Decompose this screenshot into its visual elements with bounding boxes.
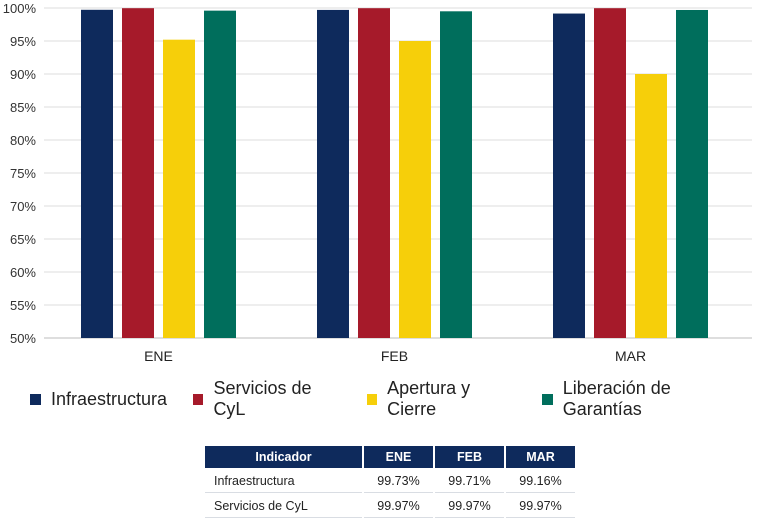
y-tick-label: 90% — [10, 67, 36, 82]
legend-swatch — [193, 393, 204, 405]
legend-swatch — [542, 393, 553, 405]
bar — [553, 13, 585, 338]
x-tick-label: ENE — [144, 348, 173, 364]
y-tick-label: 80% — [10, 133, 36, 148]
table-header: ENE — [364, 446, 433, 468]
legend-label: Infraestructura — [51, 388, 168, 409]
y-tick-label: 75% — [10, 166, 36, 181]
legend-swatch — [366, 393, 378, 405]
table-cell: 99.71% — [435, 469, 504, 493]
bar-chart: 50% 55% 60% 65% 70% 75% 80% 85% 90% 95% 100% ENE FEB… — [3, 1, 752, 364]
y-tick-label: 85% — [10, 100, 36, 115]
table-cell: Infraestructura — [205, 469, 362, 493]
bar — [399, 41, 431, 338]
bar — [358, 8, 390, 339]
table-header: FEB — [435, 446, 504, 468]
legend-label: Liberación de Garantías — [562, 378, 671, 419]
legend-label: Apertura y Cierre — [387, 378, 471, 419]
x-tick-label: FEB — [381, 348, 408, 364]
table-cell: Servicios de CyL — [205, 494, 362, 518]
y-tick-label: 50% — [10, 331, 36, 346]
table-cell: 99.97% — [435, 494, 504, 518]
legend-entry: Infraestructura — [30, 389, 167, 410]
table-row: Infraestructura 99.73% 99.71% 99.16% — [205, 469, 575, 493]
bar — [204, 10, 236, 338]
data-table: Indicador ENE FEB MAR Infraestructura 99… — [203, 445, 577, 519]
y-tick-label: 100% — [3, 1, 37, 16]
bar — [635, 74, 667, 338]
bar — [81, 9, 113, 338]
table-cell: 99.97% — [506, 494, 575, 518]
table-header: Indicador — [205, 446, 362, 468]
y-tick-label: 70% — [10, 199, 36, 214]
table-cell: 99.16% — [506, 469, 575, 493]
table-header: MAR — [506, 446, 575, 468]
legend-swatch — [30, 393, 41, 405]
bar — [676, 9, 708, 338]
table-row: Servicios de CyL 99.97% 99.97% 99.97% — [205, 494, 575, 518]
y-tick-label: 65% — [10, 232, 36, 247]
bar — [163, 39, 195, 339]
bar — [594, 8, 626, 339]
table-header-row: Indicador ENE FEB MAR — [205, 446, 575, 468]
x-tick-label: MAR — [615, 348, 646, 364]
legend-entry: Liberación de Garantías — [542, 378, 744, 420]
table-cell: 99.97% — [364, 494, 433, 518]
legend-entry: Apertura y Cierre — [366, 378, 517, 420]
y-tick-label: 60% — [10, 265, 36, 280]
bar — [440, 11, 472, 339]
legend-label: Servicios de CyL — [213, 378, 312, 419]
y-tick-label: 55% — [10, 298, 36, 313]
legend-entry: Servicios de CyL — [193, 378, 341, 420]
table-cell: 99.73% — [364, 469, 433, 493]
legend: Infraestructura Servicios de CyL Apertura … — [30, 378, 770, 420]
bar — [317, 9, 349, 338]
bar — [122, 8, 154, 339]
y-tick-label: 95% — [10, 34, 36, 49]
